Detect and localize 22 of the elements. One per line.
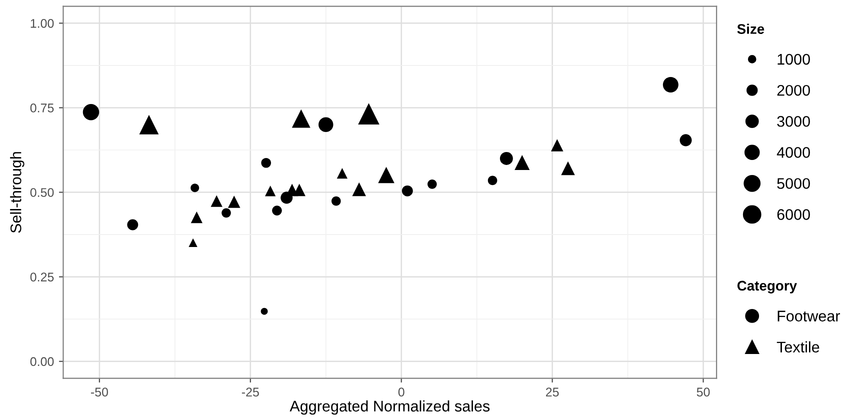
legend-label: Textile	[776, 341, 820, 353]
legend-label: Footwear	[778, 310, 840, 322]
text: Category	[737, 280, 797, 294]
x-tick-label: 50	[696, 388, 710, 396]
x-axis-title: Aggregated Normalized sales	[290, 400, 490, 415]
y-axis-title: Sell-through	[10, 152, 24, 233]
y-tick-label: 1.00	[30, 18, 54, 28]
y-tick-label: 0.00	[30, 357, 54, 366]
legend-label: 2000	[777, 84, 810, 96]
y-tick-label: 0.75	[30, 104, 54, 112]
x-tick-label: -25	[242, 388, 259, 396]
y-tick-label: 0.25	[30, 272, 54, 282]
x-tick-label: 0	[398, 388, 404, 396]
legend-label: 1000	[778, 54, 810, 65]
x-tick-label: 25	[546, 388, 559, 396]
y-tick-label: 0.50	[30, 188, 54, 197]
legend-label: 3000	[777, 116, 810, 127]
legend-label: 5000	[777, 178, 810, 189]
text: Size	[737, 24, 764, 34]
x-tick-label: -50	[90, 388, 108, 396]
legend-label: 4000	[776, 147, 810, 158]
legend-label: 6000	[777, 209, 810, 220]
